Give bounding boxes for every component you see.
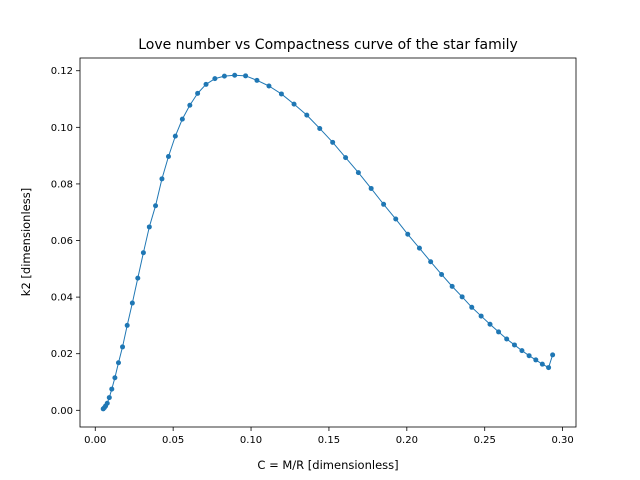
data-point — [317, 125, 323, 131]
data-point — [291, 101, 297, 107]
y-tick-label: 0.04 — [51, 293, 73, 304]
y-tick-label: 0.12 — [51, 66, 73, 77]
y-tick-label: 0.06 — [51, 236, 73, 247]
data-point — [203, 81, 209, 87]
data-point — [104, 400, 110, 406]
data-point — [550, 352, 556, 358]
data-point — [478, 313, 484, 319]
data-point — [153, 203, 159, 209]
y-tick-label: 0.08 — [51, 179, 73, 190]
data-point — [304, 112, 310, 118]
data-point — [179, 116, 185, 122]
data-point — [124, 322, 130, 328]
data-point — [187, 102, 193, 108]
data-point — [129, 300, 135, 306]
y-tick-label: 0.10 — [51, 123, 73, 134]
data-point — [469, 304, 475, 310]
data-point — [135, 275, 141, 281]
x-tick-label: 0.10 — [240, 435, 262, 446]
data-point — [416, 245, 422, 251]
data-point — [449, 283, 455, 289]
data-point — [405, 231, 411, 237]
data-point — [487, 321, 493, 327]
data-point — [266, 83, 272, 89]
data-point — [459, 294, 465, 300]
data-point — [159, 176, 165, 182]
data-point — [106, 395, 112, 401]
y-tick-label: 0.00 — [51, 406, 73, 417]
data-point — [439, 271, 445, 277]
data-point — [368, 185, 374, 191]
data-point — [393, 216, 399, 222]
y-tick-label: 0.02 — [51, 349, 73, 360]
data-point — [112, 375, 118, 381]
data-point — [165, 153, 171, 159]
data-point — [212, 76, 218, 82]
data-point — [330, 139, 336, 145]
data-point — [504, 336, 510, 342]
x-axis-label: C = M/R [dimensionless] — [257, 458, 398, 472]
data-point — [140, 250, 146, 256]
data-point — [355, 170, 361, 176]
data-point — [109, 386, 115, 392]
data-point — [195, 90, 201, 96]
data-point — [428, 259, 434, 265]
series-layer — [100, 72, 556, 412]
data-point — [381, 201, 387, 207]
data-point — [243, 73, 249, 79]
plot-area — [80, 58, 576, 427]
x-tick-label: 0.20 — [396, 435, 418, 446]
x-tick-label: 0.00 — [84, 435, 106, 446]
chart-title: Love number vs Compactness curve of the … — [138, 37, 518, 53]
data-point — [172, 133, 178, 139]
x-tick-label: 0.05 — [162, 435, 184, 446]
data-point — [539, 361, 545, 367]
data-point — [533, 357, 539, 363]
data-point — [221, 73, 227, 79]
data-point — [120, 344, 126, 350]
data-point — [546, 365, 552, 371]
data-point — [526, 353, 532, 359]
plot-frame — [79, 57, 577, 428]
data-point — [519, 348, 525, 354]
data-point — [278, 91, 284, 97]
data-point — [146, 224, 152, 230]
data-point — [115, 360, 121, 366]
data-point — [343, 155, 349, 161]
data-point — [232, 72, 238, 78]
ticks-layer: 0.00 0.05 0.10 0.15 0.20 0.25 0.30 0.00 0.02 0.04… — [51, 66, 574, 446]
data-point — [254, 77, 260, 83]
data-point — [511, 342, 517, 348]
x-tick-label: 0.30 — [551, 435, 573, 446]
x-tick-label: 0.25 — [474, 435, 496, 446]
y-axis-label: k2 [dimensionless] — [19, 188, 33, 296]
data-point — [496, 329, 502, 335]
x-tick-label: 0.15 — [318, 435, 340, 446]
